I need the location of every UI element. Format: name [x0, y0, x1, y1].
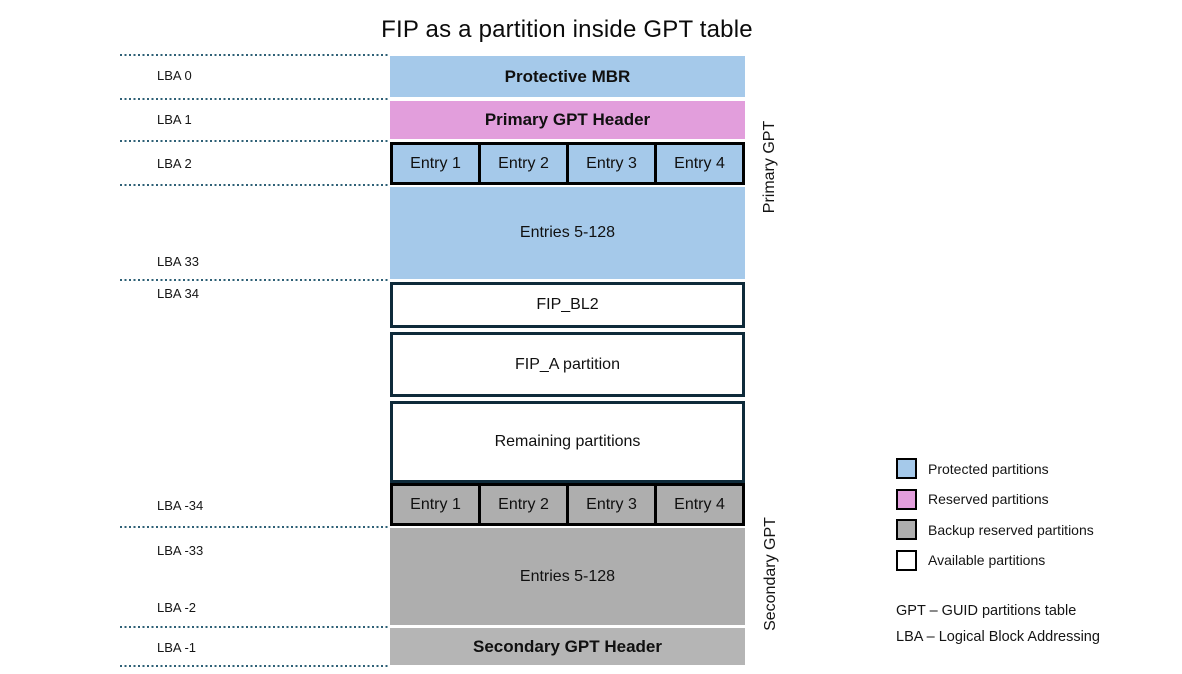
legend-item: Reserved partitions	[896, 488, 1094, 510]
primary-entry-row: Entry 1 Entry 2 Entry 3 Entry 4	[390, 142, 745, 185]
diagram-title: FIP as a partition inside GPT table	[381, 16, 753, 43]
entry-cell: Entry 2	[478, 486, 566, 523]
entry-cell: Entry 1	[393, 145, 478, 182]
lba-label: LBA -34	[157, 498, 204, 513]
legend-swatch-available	[896, 549, 917, 571]
block-secondary-gpt-header: Secondary GPT Header	[390, 628, 745, 665]
lba-label: LBA 1	[157, 112, 192, 127]
block-primary-gpt-header: Primary GPT Header	[390, 101, 745, 139]
entry-cell: Entry 2	[478, 145, 566, 182]
dotted-line	[120, 98, 390, 100]
entry-cell: Entry 4	[654, 486, 742, 523]
block-remaining-partitions: Remaining partitions	[390, 401, 745, 483]
lba-label: LBA -2	[157, 600, 197, 615]
lba-label: LBA 33	[157, 254, 199, 269]
lba-label: LBA -1	[157, 640, 197, 655]
lba-label: LBA 0	[157, 68, 192, 83]
block-secondary-entries-5-128: Entries 5-128	[390, 528, 745, 625]
legend-swatch-backup-reserved	[896, 519, 917, 540]
lba-label: LBA -33	[157, 543, 204, 558]
legend-item: Backup reserved partitions	[896, 519, 1094, 540]
dotted-line	[120, 54, 390, 56]
lba-label: LBA 2	[157, 156, 192, 171]
dotted-line	[120, 184, 390, 186]
legend-swatch-reserved	[896, 488, 917, 510]
abbreviations: GPT – GUID partitions table LBA – Logica…	[896, 598, 1100, 650]
legend-label: Available partitions	[928, 552, 1046, 568]
secondary-entry-row: Entry 1 Entry 2 Entry 3 Entry 4	[390, 483, 745, 526]
block-primary-entries-5-128: Entries 5-128	[390, 187, 745, 279]
side-label-primary-gpt: Primary GPT	[761, 120, 778, 214]
abbreviation-lba: LBA – Logical Block Addressing	[896, 629, 1100, 645]
dotted-line	[120, 279, 390, 281]
entry-cell: Entry 3	[566, 486, 654, 523]
dotted-line	[120, 626, 390, 628]
block-fip-bl2: FIP_BL2	[390, 282, 745, 328]
legend-item: Available partitions	[896, 549, 1094, 571]
block-fip-a-partition: FIP_A partition	[390, 332, 745, 397]
lba-label: LBA 34	[157, 286, 199, 301]
legend-swatch-protected	[896, 458, 917, 479]
dotted-line	[120, 526, 390, 528]
dotted-line	[120, 140, 390, 142]
dotted-line	[120, 665, 390, 667]
legend-label: Reserved partitions	[928, 491, 1049, 507]
legend-label: Protected partitions	[928, 460, 1049, 477]
block-protective-mbr: Protective MBR	[390, 56, 745, 97]
legend-label: Backup reserved partitions	[928, 521, 1094, 538]
legend-item: Protected partitions	[896, 458, 1094, 479]
entry-cell: Entry 4	[654, 145, 742, 182]
legend: Protected partitions Reserved partitions…	[896, 458, 1094, 580]
entry-cell: Entry 3	[566, 145, 654, 182]
entry-cell: Entry 1	[393, 486, 478, 523]
side-label-secondary-gpt: Secondary GPT	[762, 517, 779, 631]
abbreviation-gpt: GPT – GUID partitions table	[896, 603, 1077, 619]
